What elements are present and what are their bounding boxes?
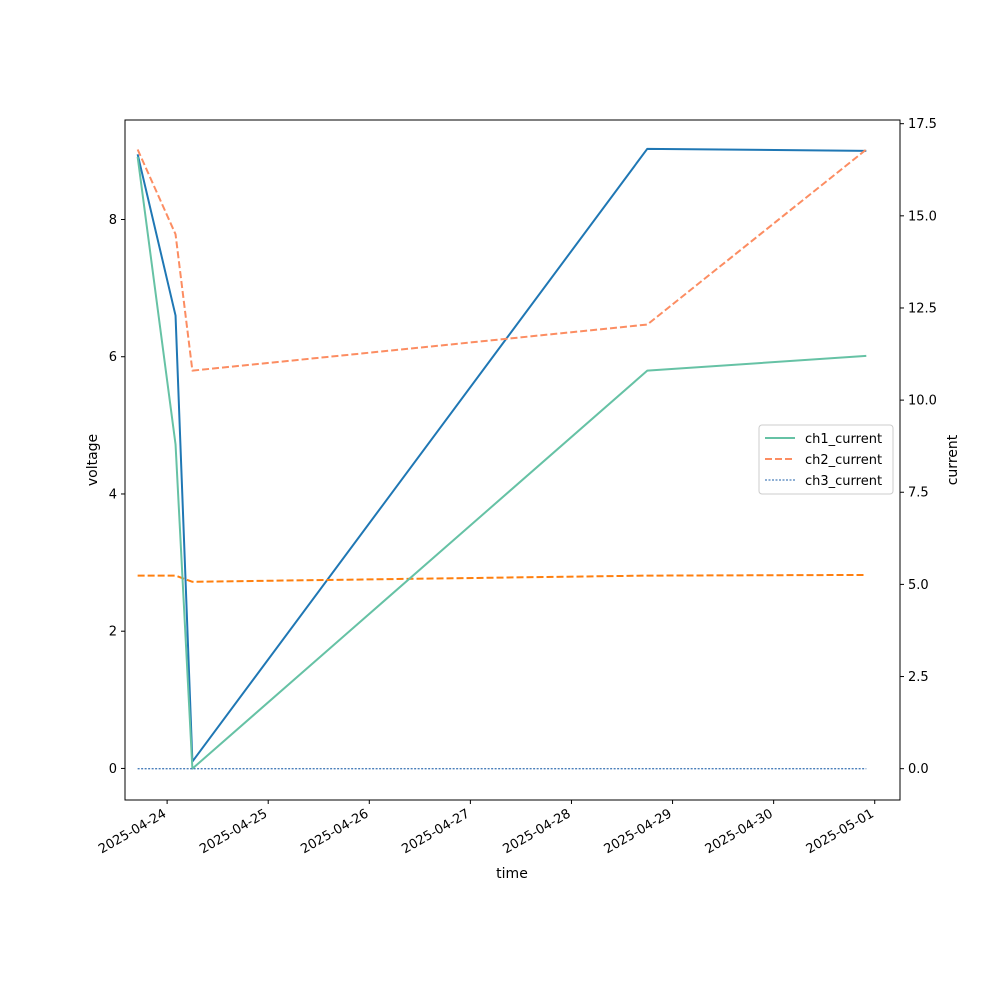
y-left-tick-label: 2 bbox=[109, 625, 117, 640]
series-layer bbox=[136, 147, 867, 770]
y-right-tick-label: 7.5 bbox=[908, 486, 929, 501]
x-tick-label: 2025-04-30 bbox=[703, 806, 776, 857]
x-tick-label: 2025-04-24 bbox=[96, 806, 169, 857]
y-right-tick-label: 15.0 bbox=[908, 209, 937, 224]
y-right-tick-label: 12.5 bbox=[908, 301, 937, 316]
y-right-tick-label: 5.0 bbox=[908, 578, 929, 593]
y-right-axis-ticks: 0.0 2.5 5.0 7.5 10.0 12.5 15.0 17.5 bbox=[900, 117, 937, 777]
y-right-tick-label: 10.0 bbox=[908, 394, 937, 409]
x-axis-ticks: 2025-04-24 2025-04-25 2025-04-26 2025-04-27… bbox=[96, 800, 877, 857]
series-line-ch1_current bbox=[136, 156, 867, 770]
x-tick-label: 2025-04-27 bbox=[399, 806, 472, 857]
y-right-tick-label: 17.5 bbox=[908, 117, 937, 132]
legend-label-ch1: ch1_current bbox=[805, 432, 882, 447]
y-right-axis-label: current bbox=[945, 434, 961, 485]
legend-label-ch2: ch2_current bbox=[805, 453, 882, 468]
x-tick-label: 2025-04-26 bbox=[298, 806, 371, 857]
x-tick-label: 2025-04-28 bbox=[501, 806, 574, 857]
x-axis-label: time bbox=[496, 866, 528, 882]
legend: ch1_current ch2_current ch3_current bbox=[758, 424, 894, 495]
y-left-tick-label: 0 bbox=[109, 762, 117, 777]
y-left-tick-label: 4 bbox=[109, 487, 117, 502]
y-left-axis-label: voltage bbox=[85, 434, 101, 486]
series-line-voltage-1 bbox=[137, 573, 867, 583]
legend-label-ch3: ch3_current bbox=[805, 474, 882, 489]
legend-box bbox=[758, 424, 894, 495]
x-tick-label: 2025-04-29 bbox=[602, 806, 675, 857]
x-tick-label: 2025-05-01 bbox=[804, 806, 877, 857]
y-left-tick-label: 6 bbox=[109, 350, 117, 365]
y-left-tick-label: 8 bbox=[109, 213, 117, 228]
y-right-tick-label: 2.5 bbox=[908, 670, 929, 685]
x-tick-label: 2025-04-25 bbox=[197, 806, 270, 857]
plot-frame bbox=[124, 119, 901, 801]
series-line-ch2_current bbox=[136, 148, 867, 372]
series-line-voltage-0 bbox=[136, 147, 867, 763]
y-right-tick-label: 0.0 bbox=[908, 762, 929, 777]
y-left-axis-ticks: 0 2 4 6 8 bbox=[109, 213, 125, 777]
